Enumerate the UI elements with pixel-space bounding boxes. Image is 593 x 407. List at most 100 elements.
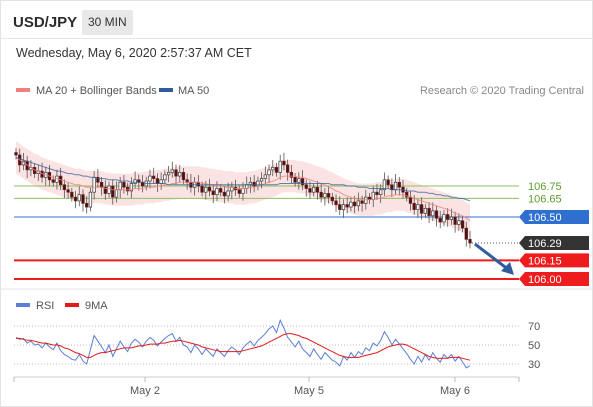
- candle-body: [371, 191, 375, 200]
- candle-body: [66, 189, 70, 193]
- candle-body: [438, 217, 442, 223]
- candle-body: [323, 193, 327, 198]
- candle-body: [170, 169, 174, 173]
- attribution-text: Research © 2020 Trading Central: [420, 85, 584, 97]
- candle-body: [278, 160, 282, 173]
- candle-body: [252, 181, 256, 187]
- candle-body: [51, 179, 55, 183]
- chart-datetime: Wednesday, May 6, 2020 2:57:37 AM CET: [16, 46, 252, 60]
- candles-layer: [14, 148, 472, 249]
- candle-body: [289, 172, 294, 178]
- candle-body: [181, 172, 186, 181]
- candle-body: [334, 200, 338, 205]
- level-label-resistance: 106.65: [528, 193, 562, 205]
- legend-rsi-label: RSI: [36, 300, 54, 312]
- projection-arrow-head: [501, 262, 514, 275]
- candle-body: [219, 188, 223, 193]
- candle-body: [274, 167, 279, 173]
- candle-body: [204, 186, 208, 193]
- legend-rsi-swatch: [16, 303, 30, 307]
- candle-body: [81, 194, 85, 204]
- moving-average-layer: [15, 157, 471, 222]
- rsi-tick-label: 30: [528, 359, 540, 371]
- rsi-line: [15, 318, 471, 369]
- x-tick-label: May 2: [130, 385, 160, 397]
- rsi-tick-label: 70: [528, 321, 540, 333]
- level-tag-pivot: [519, 210, 589, 224]
- candle-body: [464, 227, 468, 240]
- candle-body: [341, 204, 346, 210]
- candle-body: [449, 216, 454, 220]
- candle-body: [300, 178, 305, 186]
- candle-body: [297, 178, 301, 183]
- candle-body: [226, 190, 230, 197]
- candle-body: [446, 214, 450, 220]
- candle-body: [330, 196, 334, 202]
- projection-arrow-layer: [474, 242, 514, 275]
- candle-body: [349, 201, 353, 208]
- candle-body: [338, 204, 342, 210]
- candle-body: [315, 186, 320, 193]
- candle-body: [282, 160, 286, 166]
- candle-body: [222, 191, 227, 197]
- candle-body: [148, 175, 152, 182]
- candle-body: [267, 169, 271, 176]
- candle-body: [419, 204, 424, 214]
- legend-rsi-ma-swatch: [65, 303, 79, 307]
- candle-body: [99, 181, 104, 188]
- candle-body: [107, 185, 111, 194]
- candle-body: [405, 191, 409, 198]
- candle-body: [308, 188, 312, 193]
- candle-body: [360, 200, 364, 204]
- x-axis-ticks: May 2 May 5 May 6: [13, 377, 520, 397]
- candle-body: [200, 185, 204, 193]
- ma20-line: [15, 157, 471, 222]
- candle-body: [111, 185, 115, 198]
- candle-body: [215, 188, 219, 196]
- candle-body: [14, 152, 18, 156]
- timeframe-badge[interactable]: 30 MIN: [82, 10, 133, 35]
- candle-body: [88, 191, 93, 208]
- rsi-tick-label: 50: [528, 340, 540, 352]
- candle-body: [468, 238, 472, 244]
- level-label-support: 106.15: [528, 255, 562, 267]
- candle-body: [77, 194, 81, 202]
- candle-body: [125, 186, 130, 192]
- candle-body: [241, 188, 245, 194]
- legend-bollinger-swatch: [16, 88, 30, 92]
- candle-body: [174, 169, 178, 177]
- ma50-line: [15, 157, 471, 202]
- level-tag-last: [519, 236, 589, 251]
- level-label-pivot: 106.50: [528, 212, 562, 224]
- projection-arrow-shaft: [474, 242, 510, 272]
- candle-body: [286, 164, 290, 173]
- candle-body: [103, 186, 107, 194]
- candle-body: [163, 174, 167, 181]
- candle-body: [207, 186, 212, 192]
- candle-body: [259, 178, 264, 182]
- candle-body: [62, 184, 67, 191]
- candle-body: [271, 167, 275, 171]
- candle-body: [457, 220, 461, 225]
- candle-body: [453, 216, 457, 225]
- chart-header: USD/JPY 30 MIN: [0, 0, 593, 38]
- legend-ma50-label: MA 50: [178, 85, 209, 97]
- candle-body: [423, 207, 427, 214]
- candle-body: [263, 174, 267, 179]
- x-tick-label: May 5: [294, 385, 324, 397]
- candle-body: [92, 176, 96, 193]
- legend-ma50-swatch: [159, 88, 173, 92]
- candle-body: [375, 191, 379, 196]
- candle-body: [211, 190, 215, 196]
- candle-body: [152, 175, 156, 179]
- level-tag-support: [519, 272, 589, 286]
- level-tag-support: [519, 253, 589, 268]
- rsi-panel-layer: 70 50 30: [14, 318, 540, 371]
- level-label-resistance: 106.75: [528, 181, 562, 193]
- candle-body: [431, 210, 435, 217]
- candle-body: [70, 191, 74, 198]
- candle-body: [85, 203, 89, 208]
- candle-body: [118, 181, 122, 191]
